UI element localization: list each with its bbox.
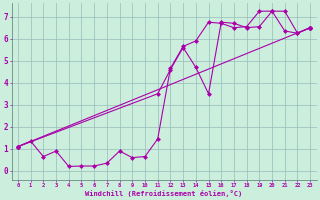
X-axis label: Windchill (Refroidissement éolien,°C): Windchill (Refroidissement éolien,°C) (85, 190, 243, 197)
